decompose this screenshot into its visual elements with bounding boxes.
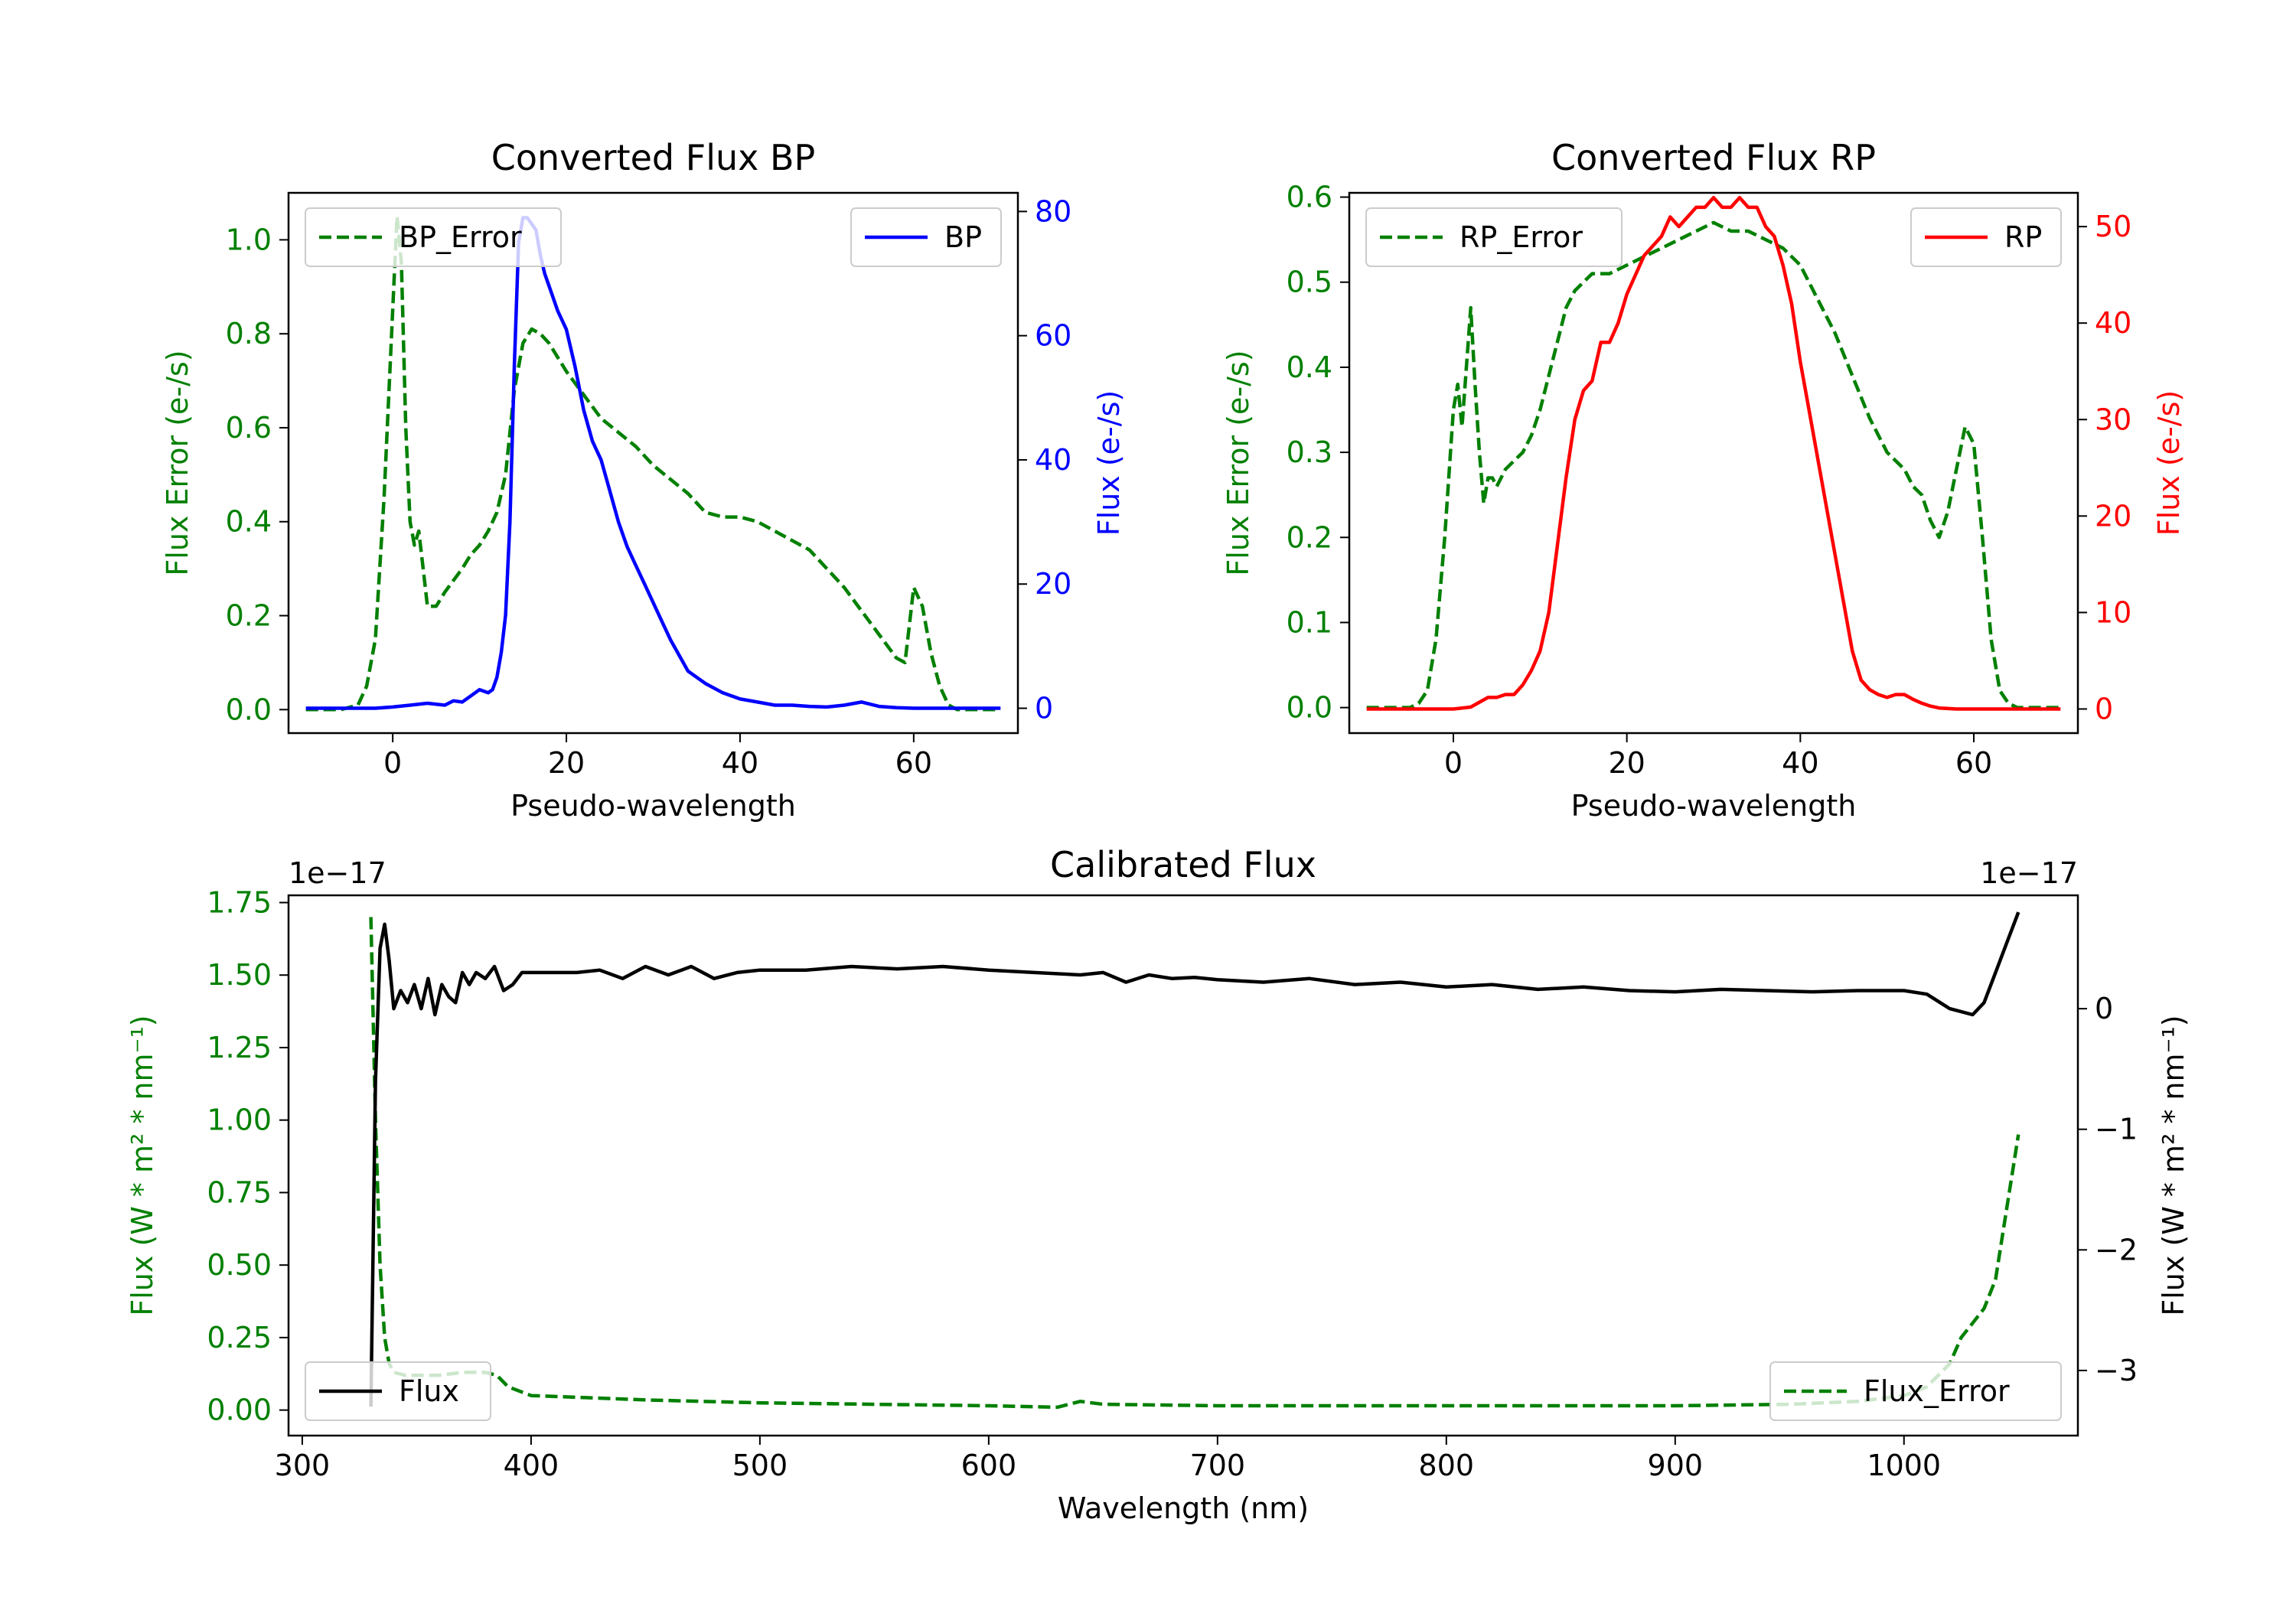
y-right-tick-label: 20 [2095, 499, 2131, 533]
x-tick-label: 0 [1444, 746, 1463, 780]
y-right-tick-label: −2 [2095, 1233, 2138, 1266]
y-right-axis-label: Flux (W * m² * nm⁻¹) [2157, 1015, 2190, 1315]
y-right-tick-label: 30 [2095, 403, 2131, 436]
y-right-tick-label: 80 [1035, 194, 1071, 228]
x-tick-label: 600 [961, 1449, 1017, 1482]
series-group [1366, 196, 2061, 711]
legend-label: RP_Error [1459, 220, 1583, 254]
y-right-axis-label: Flux (e-/s) [2152, 390, 2186, 536]
y-left-tick-label: 0.6 [1287, 181, 1332, 214]
legend-box [305, 207, 562, 267]
panel-2: 0 20 40 60 0.0 0.1 0.2 0.3 0.4 0.5 0.6 0 10 20 30 40 50 P… [1221, 137, 2186, 823]
y-left-tick-label: 0.4 [226, 505, 272, 539]
chart-title: Calibrated Flux [1050, 844, 1316, 885]
y-left-tick-label: 0.0 [1287, 691, 1332, 725]
y-right-tick-label: −3 [2095, 1354, 2138, 1387]
y-left-axis-label: Flux Error (e-/s) [1221, 350, 1255, 575]
x-tick-label: 60 [895, 746, 932, 780]
legend-label: Flux [399, 1374, 459, 1408]
x-tick-label: 60 [1955, 746, 1992, 780]
x-tick-label: 20 [1608, 746, 1645, 780]
y-left-tick-label: 0.00 [207, 1393, 272, 1427]
legend-rp-error: RP_Error [1365, 207, 1623, 267]
legend-label: RP [2004, 220, 2042, 254]
series-line-bp-error [305, 214, 1001, 712]
legend-flux: Flux [305, 1361, 491, 1421]
x-tick-label: 700 [1190, 1449, 1246, 1482]
x-axis-label: Wavelength (nm) [1058, 1491, 1309, 1525]
x-axis-label: Pseudo-wavelength [1571, 789, 1857, 823]
legend-box [1365, 207, 1623, 267]
y-left-tick-label: 0.2 [1287, 520, 1332, 554]
x-tick-label: 1000 [1867, 1449, 1941, 1482]
y-left-axis-label: Flux (W * m² * nm⁻¹) [126, 1015, 159, 1315]
legend-label: BP [944, 220, 982, 254]
y-right-tick-label: 40 [2095, 306, 2131, 340]
y-left-offset-text: 1e−17 [289, 856, 386, 890]
x-tick-label: 20 [548, 746, 585, 780]
y-left-tick-label: 0.8 [226, 317, 272, 350]
series-line-rp [1366, 196, 2061, 711]
y-right-tick-label: −1 [2095, 1113, 2138, 1146]
y-left-tick-label: 0.25 [207, 1321, 272, 1354]
series-line-bp [305, 216, 1001, 710]
legend-rp: RP [1910, 207, 2062, 267]
series-group [305, 214, 1001, 712]
x-tick-label: 40 [722, 746, 758, 780]
x-tick-label: 40 [1782, 746, 1818, 780]
y-left-tick-label: 0.50 [207, 1248, 272, 1282]
y-left-tick-label: 0.2 [226, 599, 272, 633]
legend-label: BP_Error [399, 220, 522, 254]
axes-frame [287, 191, 1019, 735]
y-left-tick-label: 0.5 [1287, 266, 1332, 299]
legend-flux-error: Flux_Error [1769, 1361, 2062, 1421]
y-left-tick-label: 0.3 [1287, 435, 1332, 469]
y-left-tick-label: 0.0 [226, 693, 272, 726]
panel-3: 300 400 500 600 700 800 900 1000 0.00 0.25 0.50 0.7… [126, 844, 2190, 1525]
panel-1: 0 20 40 60 0.0 0.2 0.4 0.6 0.8 1.0 0 20 40 60 80 Pseudo… [161, 137, 1126, 823]
legend-box [1769, 1361, 2062, 1421]
legend-label: Flux_Error [1864, 1374, 2010, 1408]
y-right-tick-label: 60 [1035, 319, 1071, 353]
axes-frame [287, 894, 2079, 1437]
y-left-axis-label: Flux Error (e-/s) [161, 350, 194, 575]
x-axis-label: Pseudo-wavelength [510, 789, 796, 823]
y-right-tick-label: 0 [2095, 692, 2113, 725]
legend-bp-error: BP_Error [305, 207, 562, 267]
series-group [369, 911, 2020, 1410]
y-right-axis-label: Flux (e-/s) [1092, 390, 1126, 536]
x-tick-label: 400 [504, 1449, 559, 1482]
x-tick-label: 0 [383, 746, 402, 780]
chart-title: Converted Flux RP [1551, 137, 1876, 178]
y-right-tick-label: 20 [1035, 567, 1071, 601]
x-tick-label: 300 [275, 1449, 331, 1482]
y-left-tick-label: 0.75 [207, 1175, 272, 1209]
legend-box [305, 1361, 491, 1421]
y-left-tick-label: 1.75 [207, 885, 272, 919]
series-line-flux [369, 911, 2020, 1407]
y-right-tick-label: 50 [2095, 210, 2131, 243]
y-left-tick-label: 1.50 [207, 958, 272, 992]
y-right-tick-label: 0 [1035, 692, 1053, 725]
y-right-tick-label: 40 [1035, 443, 1071, 477]
axes-frame [1348, 191, 2079, 735]
legend-bp: BP [850, 207, 1002, 267]
x-tick-label: 900 [1648, 1449, 1704, 1482]
chart-title: Converted Flux BP [491, 137, 816, 178]
series-line-rp-error [1366, 220, 2061, 709]
y-left-tick-label: 1.00 [207, 1103, 272, 1137]
x-tick-label: 500 [732, 1449, 788, 1482]
y-left-tick-label: 0.6 [226, 411, 272, 445]
y-right-tick-label: 0 [2095, 992, 2113, 1025]
y-right-offset-text: 1e−17 [1980, 856, 2078, 890]
y-left-tick-label: 0.1 [1287, 605, 1332, 639]
y-right-tick-label: 10 [2095, 595, 2131, 629]
x-tick-label: 800 [1419, 1449, 1475, 1482]
y-left-tick-label: 0.4 [1287, 350, 1332, 384]
y-left-tick-label: 1.25 [207, 1031, 272, 1064]
y-left-tick-label: 1.0 [226, 223, 272, 256]
